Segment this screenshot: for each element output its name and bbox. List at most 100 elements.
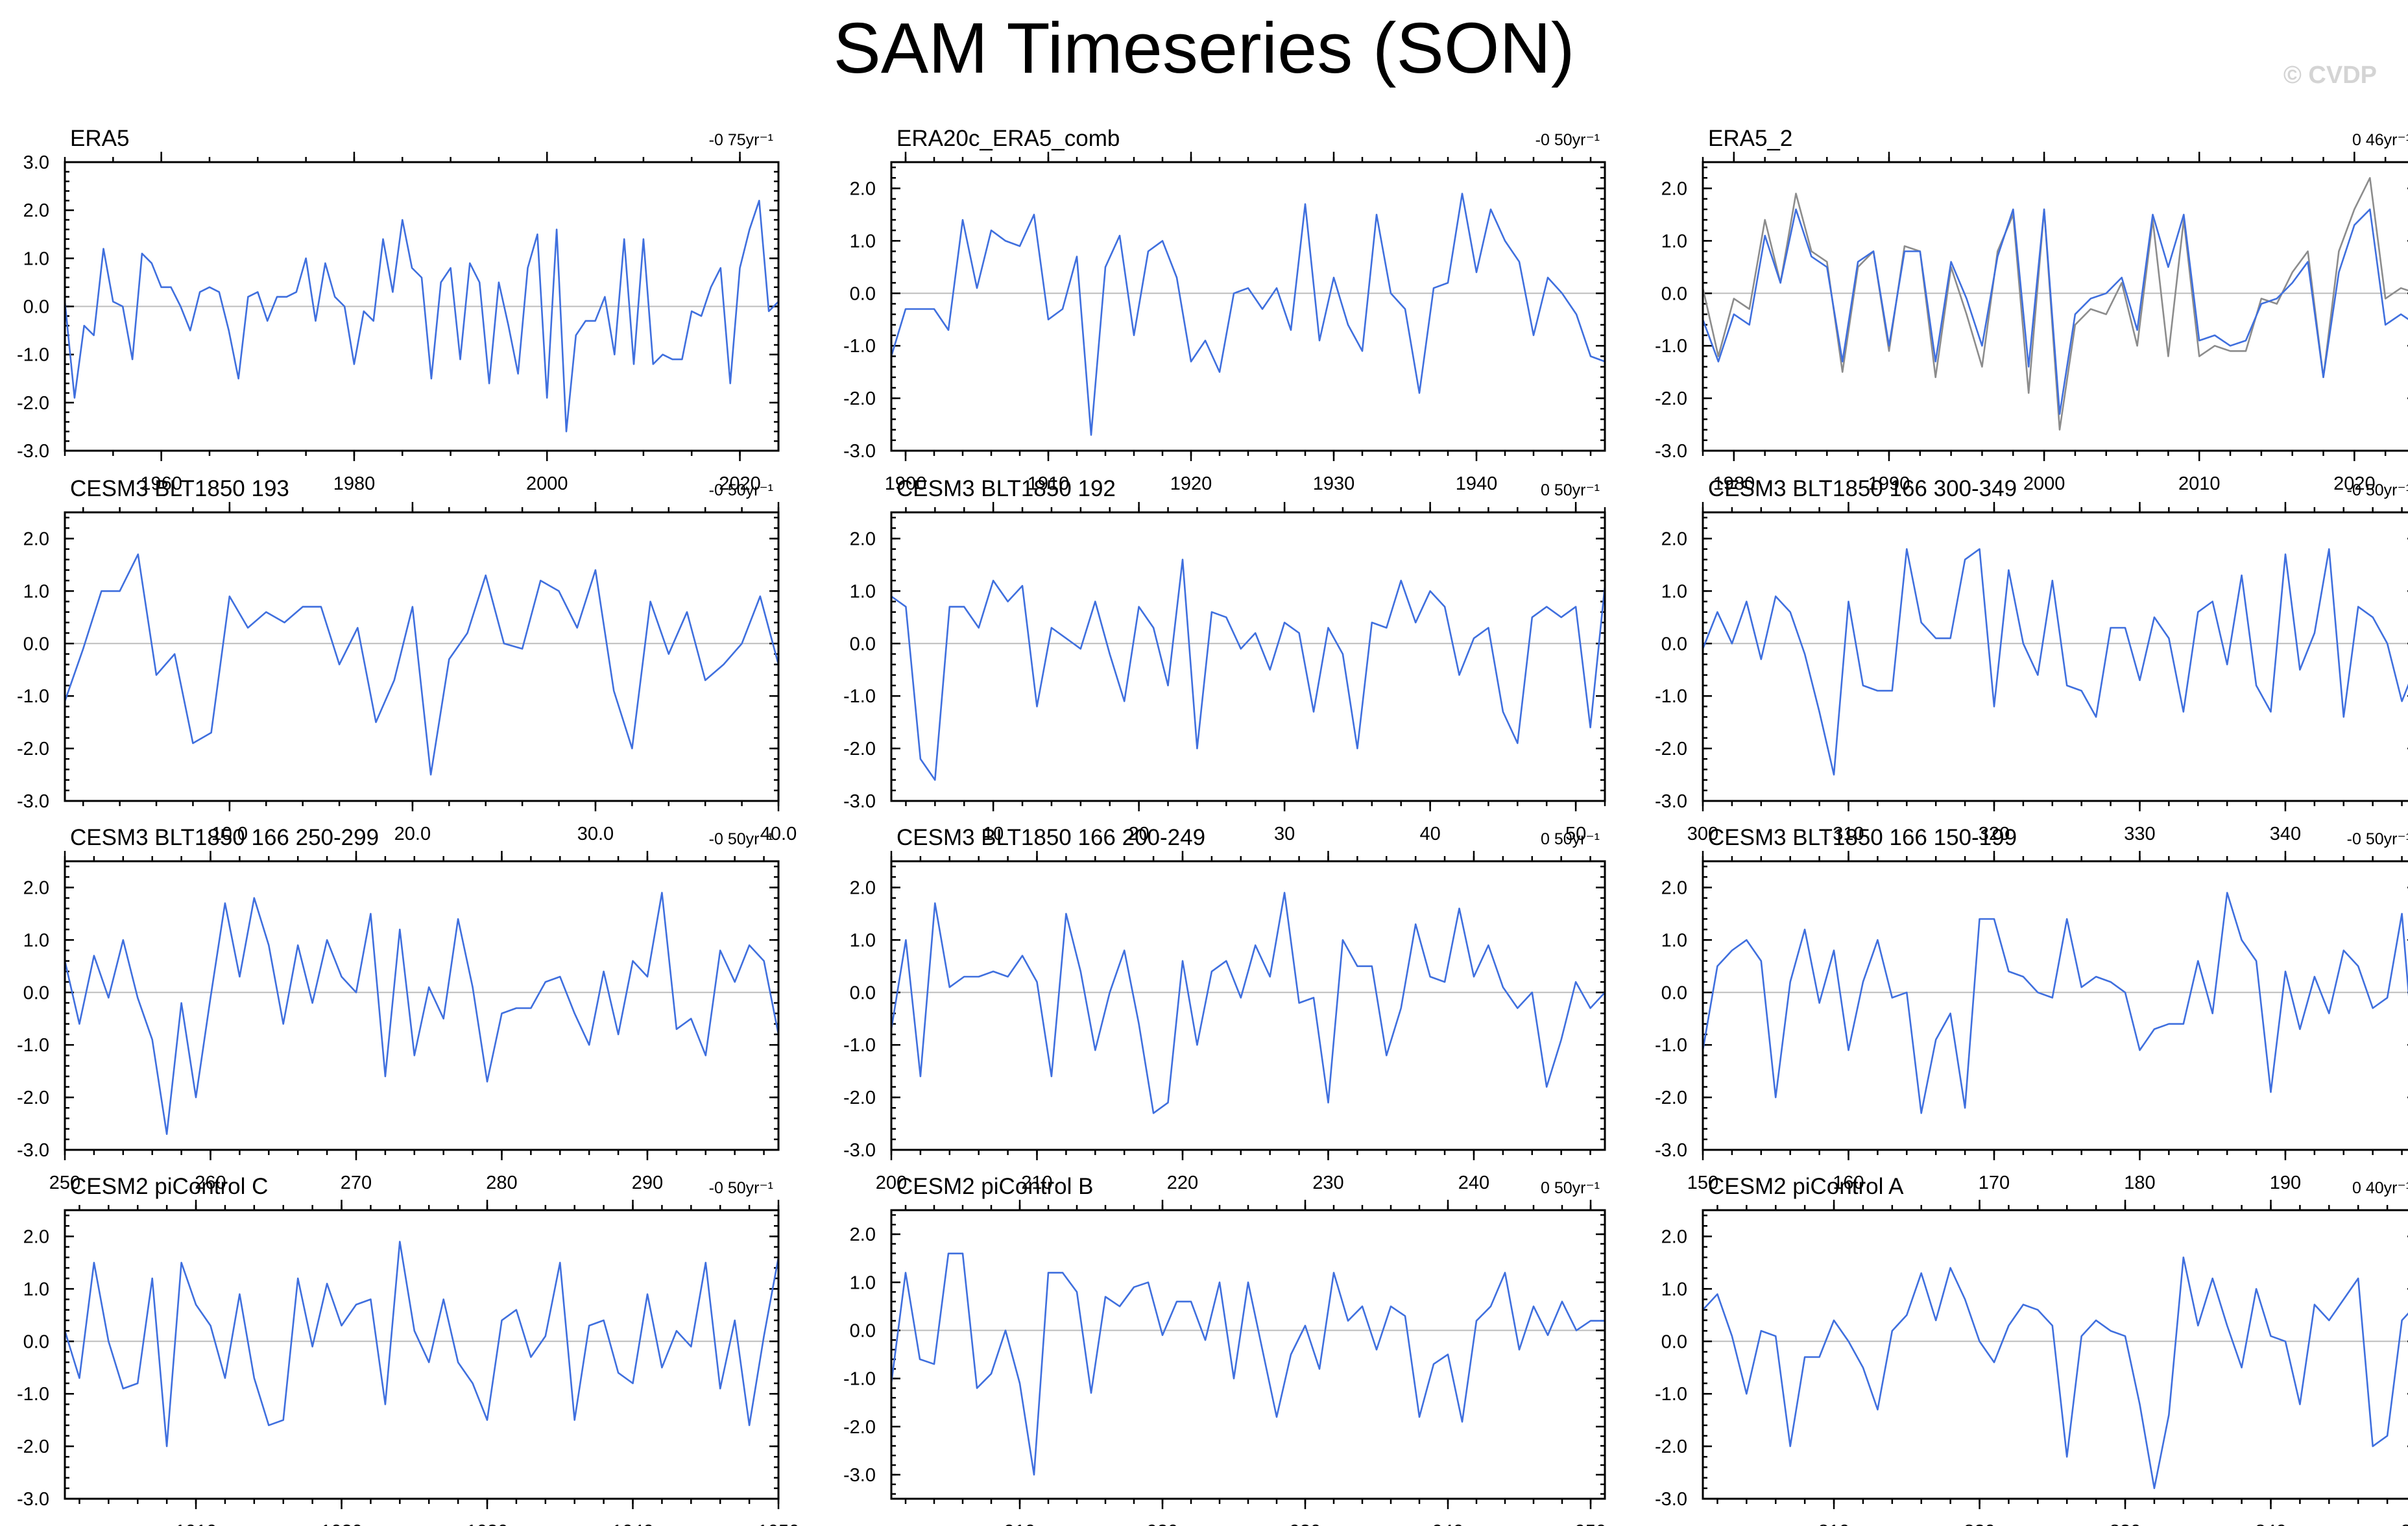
chart-panel: ERA5_2 0 46yr⁻¹ -3.0 -2.0 -1.0 0.0 1.0 2.0 1980 1… <box>1655 126 2408 494</box>
x-tick-label: 250 <box>49 1173 80 1193</box>
y-tick-label: 0.0 <box>23 983 49 1003</box>
y-tick-label: 2.0 <box>850 529 876 549</box>
plot-frame <box>1702 161 2408 452</box>
series-line-primary <box>890 1252 1605 1476</box>
y-tick-label: -3.0 <box>1655 1489 1687 1510</box>
y-tick-label: -1.0 <box>1655 1384 1687 1405</box>
plot-frame <box>890 860 1606 1151</box>
trend-label: 0 46yr⁻¹ <box>2352 131 2408 149</box>
trend-label: 0 50yr⁻¹ <box>1541 830 1600 848</box>
x-tick-label: 830 <box>2110 1521 2141 1526</box>
trend-label: -0 50yr⁻¹ <box>2347 830 2408 848</box>
trend-label: 0 50yr⁻¹ <box>1541 481 1600 499</box>
x-tick-label: 910 <box>1004 1521 1035 1526</box>
y-tick-label: 2.0 <box>1661 529 1687 549</box>
x-tick-label: 30.0 <box>577 824 614 844</box>
trend-label: 0 50yr⁻¹ <box>1541 1179 1600 1197</box>
chart-panel: CESM2 piControl C -0 50yr⁻¹ -3.0 -2.0 -1.0 0.… <box>17 1174 799 1526</box>
x-tick-label: 1050 <box>758 1521 800 1526</box>
x-tick-label: 940 <box>1432 1521 1463 1526</box>
x-tick-label: 2020 <box>2333 473 2376 494</box>
trend-label: -0 50yr⁻¹ <box>709 1179 773 1197</box>
x-tick-label: 340 <box>2270 824 2301 844</box>
x-tick-label: 2010 <box>2178 473 2221 494</box>
plot-frame <box>1702 860 2408 1151</box>
trend-label: -0 50yr⁻¹ <box>2347 481 2408 499</box>
y-tick-label: 1.0 <box>850 930 876 951</box>
panel-title: CESM2 piControl C <box>70 1174 268 1199</box>
y-tick-label: -1.0 <box>843 686 876 707</box>
y-tick-label: -3.0 <box>843 1465 876 1486</box>
trend-label: -0 50yr⁻¹ <box>1535 131 1600 149</box>
plot-frame <box>1702 1209 2408 1500</box>
x-tick-label: 930 <box>1290 1521 1321 1526</box>
x-tick-label: 190 <box>2270 1173 2301 1193</box>
y-tick-label: 0.0 <box>23 297 49 318</box>
series-line-secondary <box>1702 176 2408 431</box>
x-tick-label: 240 <box>1458 1173 1489 1193</box>
series-line-primary <box>64 553 780 776</box>
y-tick-label: -3.0 <box>17 441 49 462</box>
y-tick-label: 1.0 <box>23 1279 49 1300</box>
y-tick-label: -1.0 <box>843 1369 876 1390</box>
x-tick-label: 320 <box>1979 824 2010 844</box>
y-tick-label: -2.0 <box>843 1417 876 1438</box>
y-tick-label: 2.0 <box>1661 178 1687 199</box>
y-tick-label: -3.0 <box>17 1140 49 1161</box>
y-tick-label: 2.0 <box>1661 877 1687 898</box>
x-tick-label: 820 <box>1964 1521 1995 1526</box>
y-tick-label: -2.0 <box>1655 739 1687 759</box>
panel-title: CESM3 BLT1850 166 300-349 <box>1708 476 2017 501</box>
x-tick-label: 30 <box>1274 824 1295 844</box>
x-tick-label: 230 <box>1312 1173 1343 1193</box>
y-tick-label: -3.0 <box>843 1140 876 1161</box>
series-line-primary <box>1702 548 2408 776</box>
panel-title: CESM3 BLT1850 193 <box>70 476 289 501</box>
series-line-primary <box>891 558 1606 781</box>
chart-panel: ERA5 -0 75yr⁻¹ -3.0 -2.0 -1.0 0.0 1.0 2.0 3.0 196… <box>17 126 780 494</box>
x-tick-label: 10.0 <box>211 824 248 844</box>
x-tick-label: 840 <box>2255 1521 2286 1526</box>
y-tick-label: 2.0 <box>23 200 49 221</box>
x-tick-label: 1980 <box>333 473 376 494</box>
trend-label: -0 50yr⁻¹ <box>709 481 773 499</box>
x-tick-label: 40 <box>1419 824 1440 844</box>
chart-panel: CESM3 BLT1850 193 -0 50yr⁻¹ -3.0 -2.0 -1.0 0.… <box>17 476 797 844</box>
y-tick-label: -1.0 <box>17 1035 49 1056</box>
x-tick-label: 1040 <box>612 1521 654 1526</box>
chart-panel: CESM3 BLT1850 166 200-249 0 50yr⁻¹ -3.0 -2.… <box>843 825 1606 1193</box>
y-tick-label: -2.0 <box>1655 388 1687 409</box>
x-tick-label: 300 <box>1687 824 1718 844</box>
x-tick-label: 1960 <box>140 473 182 494</box>
y-tick-label: -2.0 <box>17 1437 49 1457</box>
y-tick-label: 1.0 <box>23 581 49 602</box>
y-tick-label: -2.0 <box>843 739 876 759</box>
trend-label: -0 75yr⁻¹ <box>709 131 773 149</box>
x-tick-label: 1920 <box>1170 473 1212 494</box>
y-tick-label: -1.0 <box>17 1384 49 1405</box>
x-tick-label: 920 <box>1147 1521 1178 1526</box>
x-tick-label: 20 <box>1128 824 1149 844</box>
series-line-primary <box>64 1241 780 1448</box>
y-tick-label: 0.0 <box>23 634 49 654</box>
y-tick-label: -2.0 <box>843 1088 876 1108</box>
x-tick-label: 180 <box>2124 1173 2155 1193</box>
x-tick-label: 310 <box>1833 824 1864 844</box>
series-line-primary <box>890 892 1606 1114</box>
y-tick-label: 1.0 <box>1661 581 1687 602</box>
y-tick-label: 2.0 <box>850 1224 876 1245</box>
y-tick-label: 2.0 <box>850 877 876 898</box>
x-tick-label: 2000 <box>526 473 568 494</box>
trend-label: 0 40yr⁻¹ <box>2352 1179 2408 1197</box>
x-tick-label: 1930 <box>1313 473 1355 494</box>
x-tick-label: 1900 <box>885 473 927 494</box>
x-tick-label: 20.0 <box>394 824 431 844</box>
y-tick-label: -3.0 <box>17 1489 49 1510</box>
x-tick-label: 330 <box>2124 824 2155 844</box>
y-tick-label: -1.0 <box>17 686 49 707</box>
x-tick-label: 2020 <box>719 473 761 494</box>
y-tick-label: 0.0 <box>850 983 876 1003</box>
x-tick-label: 50 <box>1565 824 1586 844</box>
series-line-primary <box>1702 1256 2408 1490</box>
